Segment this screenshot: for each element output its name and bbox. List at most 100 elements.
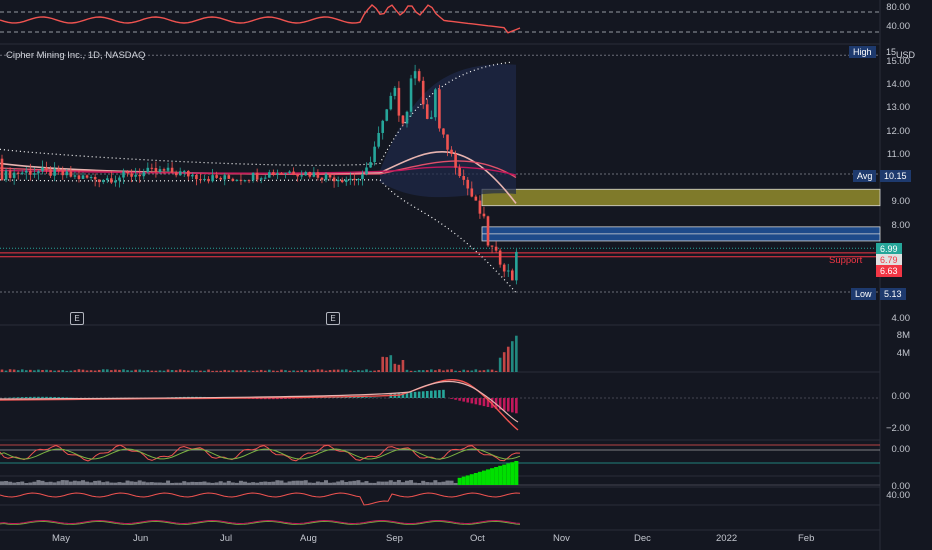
hist-bar bbox=[311, 482, 316, 485]
hist-bar bbox=[153, 482, 158, 485]
volume-bar bbox=[110, 370, 113, 372]
hist-bar bbox=[125, 480, 130, 485]
hist-bar bbox=[372, 482, 377, 485]
macd-hist-bar bbox=[255, 398, 259, 400]
volume-bar bbox=[73, 370, 77, 372]
low-value: 5.13 bbox=[880, 288, 906, 300]
high-badge: High bbox=[849, 46, 876, 58]
macd-hist-bar bbox=[16, 397, 20, 398]
bottom-line-2 bbox=[0, 519, 521, 525]
hist-bar bbox=[409, 480, 414, 485]
volume-bar bbox=[413, 370, 417, 372]
month-feb: Feb bbox=[798, 533, 815, 544]
candle-body bbox=[166, 167, 170, 171]
volume-bar bbox=[89, 370, 93, 372]
macd-hist-bar bbox=[361, 397, 364, 398]
candle-body bbox=[162, 169, 166, 171]
volume-bar bbox=[304, 370, 308, 372]
candle-body bbox=[401, 115, 405, 124]
candle-body bbox=[405, 111, 409, 124]
macd-hist-bar bbox=[53, 397, 56, 398]
hist-bar bbox=[441, 481, 446, 485]
candle-body bbox=[486, 216, 490, 246]
candle-body bbox=[263, 177, 267, 179]
candle-body bbox=[45, 167, 48, 170]
hist-bar bbox=[380, 481, 385, 485]
month-dec: Dec bbox=[634, 533, 651, 544]
volume-bar bbox=[106, 369, 109, 372]
candle-body bbox=[239, 179, 243, 181]
candle-body bbox=[255, 172, 259, 180]
volume-bar bbox=[114, 369, 117, 372]
hist-bar bbox=[291, 480, 296, 485]
volume-bar bbox=[288, 370, 291, 372]
price-axis-9: 9.00 bbox=[891, 196, 911, 207]
hist-bar bbox=[52, 482, 57, 485]
volume-bar bbox=[41, 369, 44, 372]
hist-bar bbox=[238, 480, 243, 485]
candle-body bbox=[223, 175, 227, 180]
low-price-badge: 6.63 bbox=[876, 265, 902, 277]
hist-bar bbox=[465, 475, 470, 485]
macd-hist-bar bbox=[284, 398, 287, 399]
candle-body bbox=[199, 179, 202, 181]
candle-body bbox=[106, 178, 109, 181]
hist-bar bbox=[48, 481, 53, 485]
hist-bar bbox=[319, 482, 324, 485]
macd-signal bbox=[0, 381, 519, 423]
volume-bar bbox=[312, 370, 316, 372]
bollinger-band-fill bbox=[380, 64, 516, 198]
volume-bar bbox=[170, 369, 174, 372]
candle-body bbox=[195, 174, 198, 180]
earnings-marker-may[interactable]: E bbox=[70, 312, 84, 325]
candle-body bbox=[182, 170, 186, 172]
candle-body bbox=[332, 177, 336, 182]
hist-bar bbox=[145, 482, 150, 485]
price-axis-14: 14.00 bbox=[886, 79, 910, 90]
candle-body bbox=[482, 213, 486, 217]
candle-body bbox=[462, 176, 465, 180]
volume-bar bbox=[446, 369, 449, 372]
hist-bar bbox=[109, 482, 114, 485]
volume-bar bbox=[442, 370, 445, 372]
hist-bar bbox=[352, 480, 357, 485]
hist-bar bbox=[28, 482, 33, 485]
hist-bar bbox=[81, 480, 85, 485]
candle-body bbox=[417, 71, 421, 81]
candle-body bbox=[150, 167, 154, 169]
macd-hist-bar bbox=[349, 396, 352, 398]
macd-hist-bar bbox=[401, 392, 405, 398]
candle-body bbox=[251, 172, 255, 181]
volume-bar bbox=[187, 370, 190, 372]
hist-bar bbox=[417, 482, 422, 485]
candle-body bbox=[243, 180, 247, 182]
hist-bar bbox=[283, 482, 288, 485]
candle-body bbox=[130, 173, 133, 177]
macd-hist-bar bbox=[259, 398, 263, 400]
hist-bar bbox=[263, 481, 268, 485]
candle-body bbox=[53, 168, 56, 176]
volume-bar bbox=[401, 360, 405, 372]
earnings-marker-aug[interactable]: E bbox=[326, 312, 340, 325]
volume-bar bbox=[369, 370, 372, 372]
hist-bar bbox=[68, 481, 73, 485]
hist-bar bbox=[218, 481, 223, 485]
bollinger-upper bbox=[0, 61, 511, 166]
hist-bar bbox=[510, 462, 515, 485]
volume-axis-8m: 8M bbox=[896, 330, 910, 341]
hist-bar bbox=[85, 481, 90, 485]
volume-bar bbox=[77, 369, 81, 372]
volume-bar bbox=[182, 370, 186, 372]
hist-bar bbox=[457, 477, 462, 485]
volume-bar bbox=[134, 369, 137, 372]
volume-bar bbox=[174, 370, 178, 372]
candle-body bbox=[357, 179, 360, 181]
high-value: 15 bbox=[886, 47, 897, 57]
hist-bar bbox=[315, 481, 320, 485]
volume-bar bbox=[37, 369, 40, 372]
macd-hist-bar bbox=[405, 392, 409, 398]
macd-hist-bar bbox=[37, 396, 40, 398]
hist-bar bbox=[166, 480, 171, 485]
hist-bar bbox=[490, 468, 495, 485]
